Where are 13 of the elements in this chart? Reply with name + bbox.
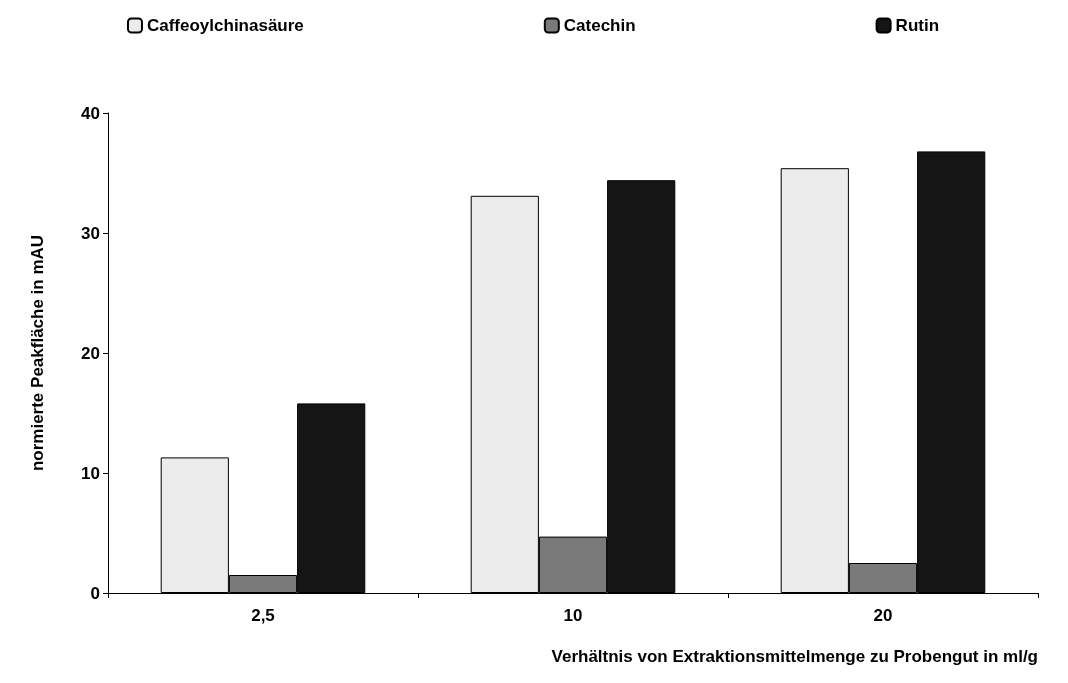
legend-label: Rutin bbox=[895, 16, 940, 35]
y-tick-label: 30 bbox=[81, 223, 100, 243]
x-axis-title: Verhältnis von Extraktionsmittelmenge zu Probengut in ml/g bbox=[551, 647, 1038, 666]
legend-label: Caffeoylchinasäure bbox=[146, 16, 304, 35]
x-tick-label: 20 bbox=[873, 606, 893, 625]
legend-label: Catechin bbox=[563, 16, 636, 35]
y-tick-label: 10 bbox=[81, 463, 100, 483]
y-tick-label: 0 bbox=[90, 583, 100, 603]
y-axis-title: normierte Peakfläche in mAU bbox=[28, 234, 47, 472]
y-tick-label: 40 bbox=[81, 103, 100, 123]
y-tick-label: 20 bbox=[81, 343, 100, 363]
x-tick-label: 2,5 bbox=[251, 606, 275, 625]
x-tick-label: 10 bbox=[563, 606, 583, 625]
